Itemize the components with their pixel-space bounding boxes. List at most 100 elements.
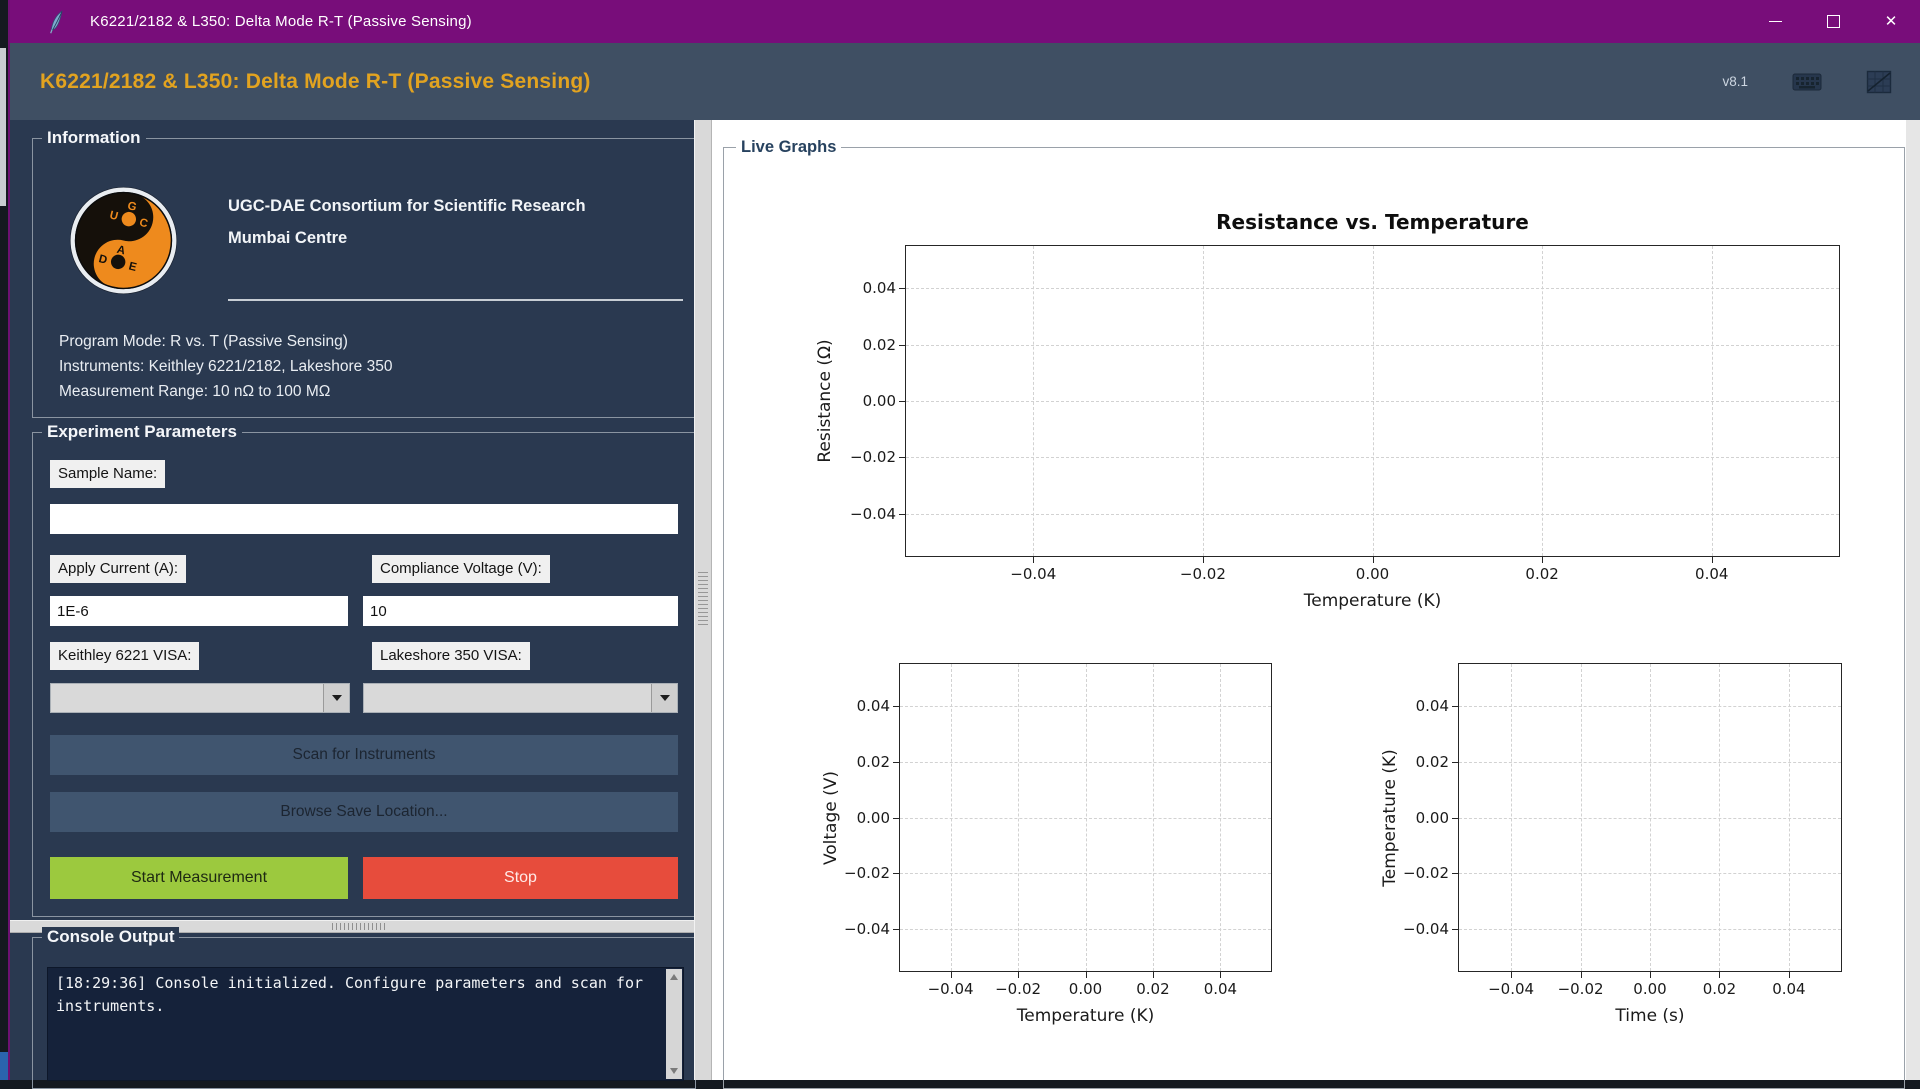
close-button[interactable]: ✕ [1862,0,1920,43]
x-tick-label: −0.02 [995,980,1042,998]
x-tick-mark [950,971,952,978]
x-axis-label: Temperature (K) [1303,591,1442,611]
tk-feather-icon [50,9,63,33]
lakeshore-visa-combobox[interactable] [363,683,678,713]
x-tick-mark [1085,971,1087,978]
x-tick-label: −0.04 [1488,980,1535,998]
org-name-line1: UGC-DAE Consortium for Scientific Resear… [228,197,586,215]
y-tick-mark [1452,705,1459,707]
keithley-visa-combobox[interactable] [50,683,350,713]
program-mode-text: Program Mode: R vs. T (Passive Sensing) [59,333,348,350]
start-measurement-button[interactable]: Start Measurement [50,857,348,899]
titlebar[interactable]: K6221/2182 & L350: Delta Mode R-T (Passi… [10,0,1920,43]
dropdown-arrow-icon[interactable] [323,684,349,712]
maximize-button[interactable] [1804,0,1862,43]
logo-letter: D [97,253,108,267]
dropdown-arrow-icon[interactable] [651,684,677,712]
screen-left-edge [0,0,8,1080]
y-tick-mark [899,457,906,459]
keyboard-icon[interactable] [1792,70,1822,94]
gridline-horizontal [1459,929,1841,931]
compliance-voltage-input[interactable] [363,596,678,626]
lakeshore-visa-label: Lakeshore 350 VISA: [372,642,530,670]
vertical-sash[interactable] [694,120,712,1080]
plot-area: −0.04 −0.02 0.00 0.02 0.04 0.04 0.02 0.00 −0.02 −… [850,245,1840,583]
y-axis-label: Temperature (K) [1380,748,1400,887]
experiment-parameters-section: Experiment Parameters Sample Name: Apply… [32,422,696,917]
y-tick-label: 0.04 [856,696,890,715]
scroll-down-icon[interactable] [666,1063,682,1079]
logo-letter: A [115,244,126,258]
background-window-edge [0,48,6,206]
stop-button[interactable]: Stop [363,857,678,899]
window-right-edge [1906,120,1920,1080]
apply-current-input[interactable] [50,596,348,626]
scan-instruments-button[interactable]: Scan for Instruments [50,735,678,775]
gridline-horizontal [900,873,1271,875]
sash-grip [332,923,388,930]
plot-area: −0.04 −0.02 0.00 0.02 0.04 0.04 0.02 0.00 −0.02 −… [1403,663,1842,998]
minimize-button[interactable] [1746,0,1804,43]
x-tick-label: −0.04 [927,980,974,998]
window-title: K6221/2182 & L350: Delta Mode R-T (Passi… [90,13,472,30]
x-tick-label: 0.00 [1355,565,1390,583]
gridline-horizontal [1459,817,1841,819]
console-scrollbar[interactable] [666,969,682,1079]
x-tick-label: 0.02 [1525,565,1559,583]
console-log-line: [18:29:36] Console initialized. Configur… [56,974,643,1015]
close-icon: ✕ [1884,13,1898,30]
x-tick-label: 0.04 [1695,565,1729,583]
gridline-horizontal [1459,761,1841,763]
y-tick-label: 0.02 [862,335,896,354]
x-tick-mark [1372,556,1374,563]
x-tick-mark [1719,971,1721,978]
x-tick-mark [1018,971,1020,978]
app-header: K6221/2182 & L350: Delta Mode R-T (Passi… [10,43,1920,120]
y-tick-mark [893,929,900,931]
y-tick-label: 0.00 [856,808,890,827]
sample-name-input[interactable] [50,504,678,534]
sample-name-label: Sample Name: [50,460,166,488]
y-tick-label: −0.04 [844,920,890,939]
x-tick-mark [1511,971,1513,978]
gridline-horizontal [906,401,1839,402]
org-name-line2: Mumbai Centre [228,229,348,247]
y-tick-label: 0.00 [1415,808,1449,827]
y-tick-mark [893,817,900,819]
voltage-temperature-chart: Voltage (V) −0.04 −0.02 0.00 0.02 0.04 0.04 0.… [821,663,1272,1026]
y-axis-label: Resistance (Ω) [815,339,835,463]
control-panel: Information G U C A D E UGC-DAE C [10,120,710,1089]
version-label: v8.1 [1722,74,1748,89]
window-left-border [8,0,10,1080]
horizontal-sash[interactable] [10,920,710,933]
temperature-time-chart: Temperature (K) −0.04 −0.02 0.00 0.02 0.04 0.… [1380,663,1842,1026]
graph-icon[interactable] [1866,70,1892,94]
gridline-horizontal [906,288,1839,290]
y-tick-label: −0.02 [1403,864,1449,883]
x-tick-label: 0.02 [1136,980,1170,998]
console-output: [18:29:36] Console initialized. Configur… [47,967,684,1081]
y-tick-label: −0.02 [850,448,896,467]
app-title: K6221/2182 & L350: Delta Mode R-T (Passi… [40,69,591,93]
x-tick-label: 0.02 [1702,980,1737,998]
y-tick-label: −0.04 [1403,920,1449,939]
x-tick-mark [1788,971,1790,978]
scroll-up-icon[interactable] [666,969,682,985]
gridline-horizontal [906,344,1839,346]
y-tick-label: 0.04 [1415,696,1449,715]
live-graphs-panel: Live Graphs Resistance vs. Temperature R… [712,120,1920,1089]
chart-title: Resistance vs. Temperature [1216,210,1529,234]
browse-save-location-button[interactable]: Browse Save Location... [50,792,678,832]
x-tick-label: 0.00 [1633,980,1667,998]
x-tick-label: −0.02 [1179,565,1226,583]
x-tick-label: −0.04 [1010,565,1057,583]
y-tick-mark [893,873,900,875]
y-tick-label: −0.04 [850,504,896,523]
y-tick-mark [899,401,906,402]
measurement-range-text: Measurement Range: 10 nΩ to 100 MΩ [59,383,331,400]
x-tick-mark [1220,971,1222,978]
x-axis-label: Time (s) [1615,1006,1685,1026]
instruments-text: Instruments: Keithley 6221/2182, Lakesho… [59,358,393,375]
x-tick-mark [1711,556,1713,563]
keithley-visa-label: Keithley 6221 VISA: [50,642,200,670]
